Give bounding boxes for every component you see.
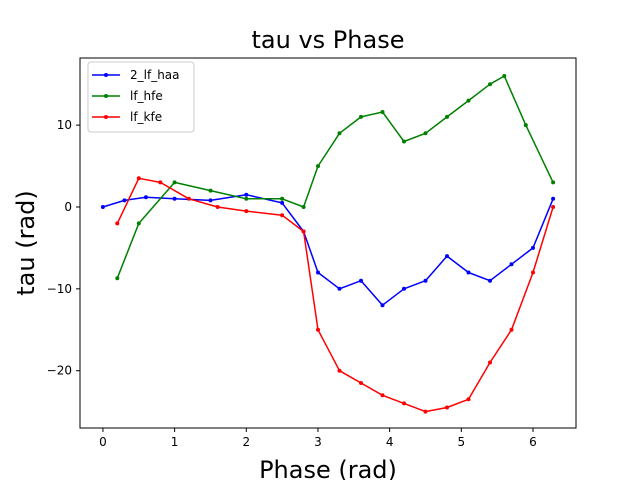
x-tick-label: 1 (171, 435, 179, 449)
data-point (445, 405, 449, 410)
data-point (488, 82, 492, 87)
data-point (280, 213, 285, 218)
data-point (337, 286, 342, 291)
data-point (423, 409, 428, 414)
data-point (115, 276, 120, 281)
legend-label: lf_kfe (130, 110, 162, 124)
data-point (380, 110, 385, 114)
data-point (509, 262, 514, 267)
legend-label: 2_lf_haa (130, 68, 180, 82)
series-2_lf_haa (100, 192, 556, 308)
data-point (509, 327, 514, 332)
data-point (172, 180, 177, 185)
data-point (280, 200, 285, 205)
data-point (316, 270, 320, 275)
y-tick-label: 10 (57, 118, 72, 132)
data-point (316, 164, 320, 169)
series-lf_hfe (115, 74, 556, 281)
data-point (337, 368, 342, 373)
x-tick-label: 3 (314, 435, 322, 449)
data-point (551, 196, 556, 201)
series-lf_kfe (115, 176, 556, 414)
data-point (122, 198, 127, 203)
legend: 2_lf_haa lf_hfe lf_kfe (87, 61, 195, 133)
data-point (337, 131, 342, 136)
data-point (301, 205, 306, 209)
x-tick-label: 2 (242, 435, 250, 449)
data-point (359, 381, 363, 385)
data-point (136, 221, 141, 226)
x-tick-label: 4 (386, 435, 394, 449)
data-point (466, 397, 471, 402)
series-layer (100, 74, 556, 414)
data-point (244, 192, 249, 197)
data-point (523, 123, 528, 128)
y-tick-label: 0 (64, 200, 72, 214)
data-point (244, 196, 249, 201)
data-point (172, 196, 177, 201)
legend-marker (104, 115, 108, 119)
data-point (551, 180, 556, 185)
x-axis: 0 1 2 3 4 5 6 (99, 428, 537, 449)
data-point (115, 221, 120, 226)
plot-frame (79, 57, 577, 429)
series-line (116, 177, 554, 413)
data-point (531, 270, 535, 275)
y-tick-label: −10 (47, 282, 72, 296)
x-tick-label: 0 (99, 435, 107, 449)
data-point (100, 205, 105, 209)
data-point (136, 176, 141, 181)
data-point (466, 270, 471, 275)
data-point (402, 139, 406, 144)
data-point (244, 209, 249, 214)
data-point (445, 114, 449, 119)
data-point (359, 278, 363, 283)
data-point (158, 180, 163, 185)
data-point (316, 327, 320, 332)
data-point (423, 278, 428, 283)
data-point (380, 393, 385, 398)
data-point (502, 74, 507, 78)
data-point (186, 196, 191, 201)
data-point (488, 278, 492, 283)
data-point (466, 98, 471, 103)
series-line (102, 193, 554, 306)
y-axis: −20 −10 0 10 (47, 118, 80, 378)
y-axis-label: tau (rad) (12, 190, 40, 296)
data-point (215, 205, 220, 209)
data-point (402, 401, 406, 406)
data-point (402, 286, 406, 291)
legend-label: lf_hfe (130, 89, 163, 103)
data-point (380, 303, 385, 308)
legend-marker (104, 94, 108, 98)
data-point (488, 360, 492, 365)
data-point (531, 245, 535, 250)
data-point (301, 229, 306, 234)
x-tick-label: 6 (529, 435, 537, 449)
x-tick-label: 5 (457, 435, 465, 449)
data-point (280, 196, 285, 201)
data-point (208, 188, 213, 193)
legend-marker (104, 73, 108, 77)
data-point (143, 195, 148, 200)
data-point (445, 254, 449, 259)
data-point (208, 198, 213, 203)
chart-title: tau vs Phase (252, 26, 405, 54)
y-tick-label: −20 (47, 364, 72, 378)
data-point (551, 205, 556, 209)
x-axis-label: Phase (rad) (259, 456, 397, 480)
data-point (423, 131, 428, 136)
data-point (359, 114, 363, 119)
legend-box (87, 61, 195, 133)
